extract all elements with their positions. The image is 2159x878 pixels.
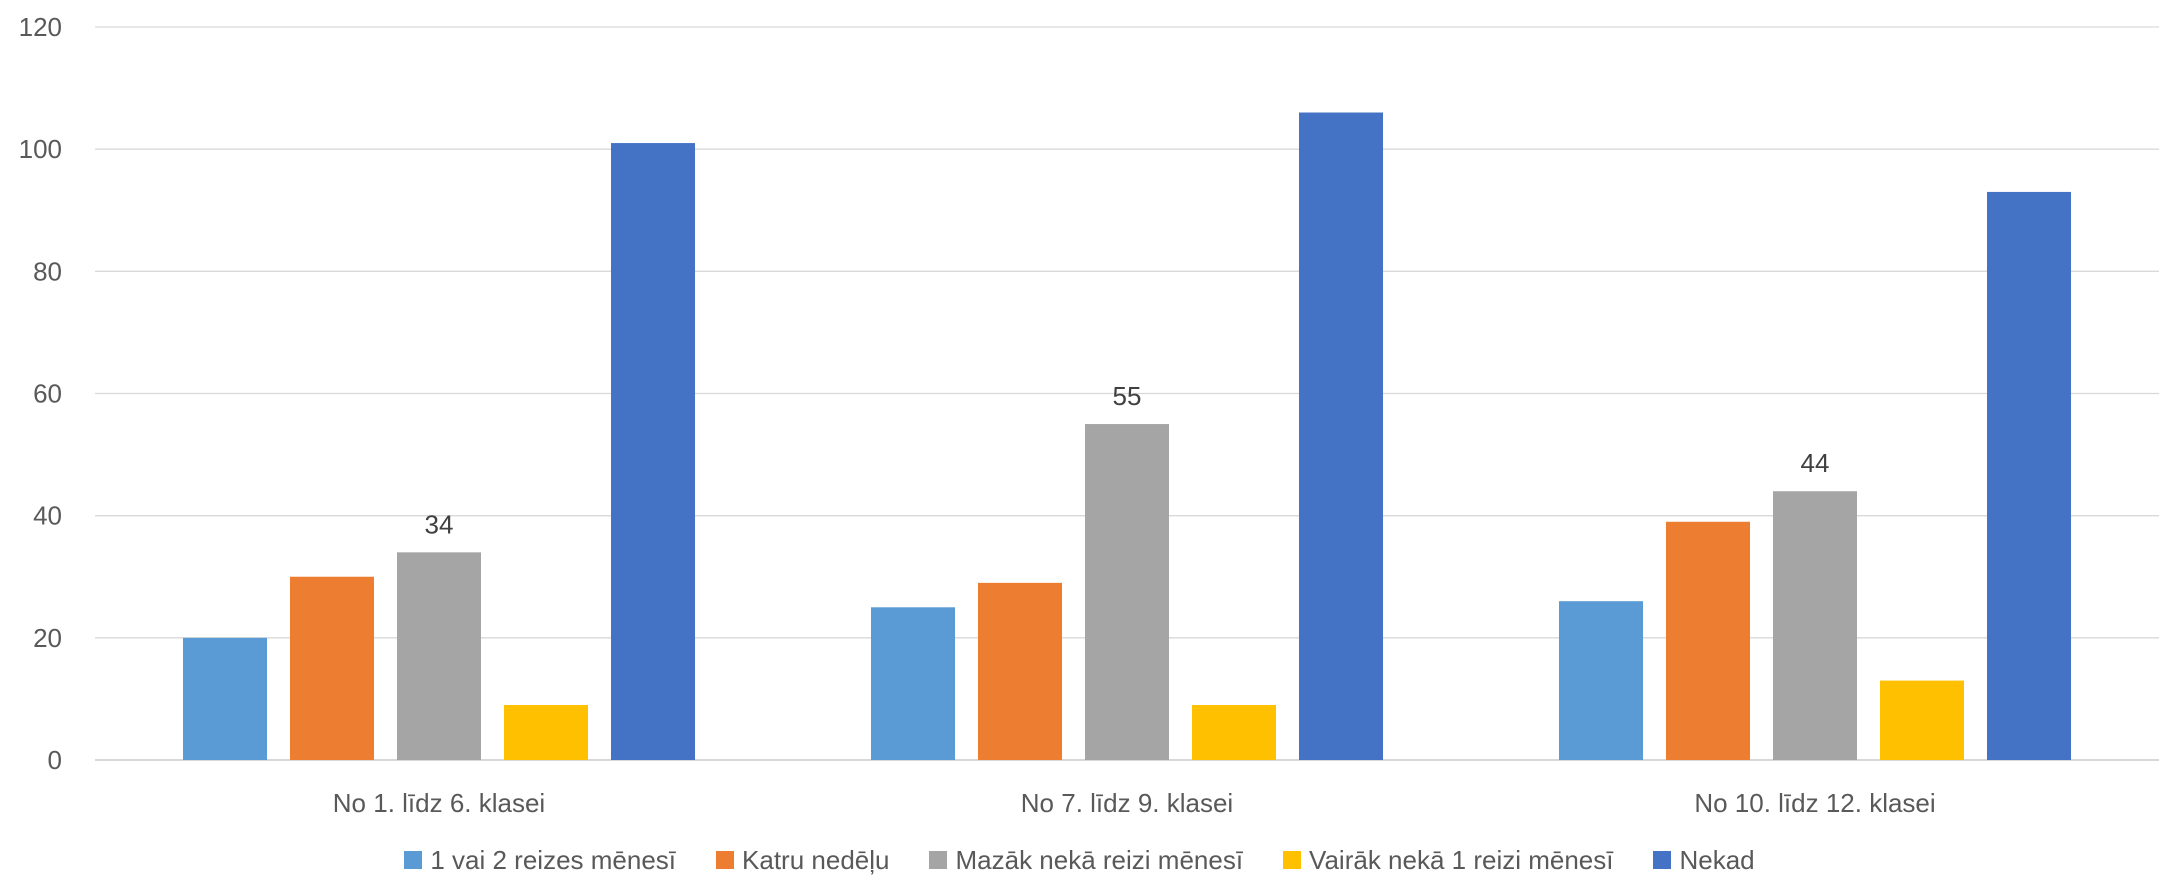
data-label: 55 [1113, 381, 1142, 411]
bar [290, 576, 374, 760]
data-labels: 34 55 44 [425, 381, 1830, 539]
bar-chart: 0 20 40 60 80 100 120 34 55 44 No 1. līdz 6. kla… [19, 12, 2159, 818]
y-tick-label: 0 [48, 745, 62, 775]
y-tick-label: 120 [19, 12, 62, 42]
data-label: 34 [425, 509, 454, 539]
bar [183, 637, 267, 760]
bar [1666, 521, 1750, 760]
y-tick-label: 60 [33, 379, 62, 409]
legend-item: Katru nedēļu [716, 845, 889, 876]
bar [871, 607, 955, 760]
bar [504, 705, 588, 760]
legend-swatch [716, 851, 735, 869]
legend-swatch [929, 851, 948, 869]
y-tick-label: 20 [33, 623, 62, 653]
y-axis: 0 20 40 60 80 100 120 [19, 12, 62, 775]
legend-label: Katru nedēļu [742, 844, 890, 875]
legend-item: 1 vai 2 reizes mēnesī [404, 845, 676, 876]
x-category-label: No 1. līdz 6. klasei [333, 788, 545, 818]
y-tick-label: 40 [33, 501, 62, 531]
legend-swatch [404, 851, 423, 869]
legend: 1 vai 2 reizes mēnesī Katru nedēļu Mazāk n… [0, 845, 2159, 875]
bar [1773, 491, 1857, 760]
bar [397, 552, 481, 760]
legend-label: Vairāk nekā 1 reizi mēnesī [1309, 844, 1614, 875]
bar [611, 143, 695, 760]
x-category-label: No 7. līdz 9. klasei [1021, 788, 1233, 818]
legend-label: Nekad [1679, 844, 1755, 875]
bar [1192, 705, 1276, 760]
bar [1559, 601, 1643, 760]
data-label: 44 [1801, 448, 1830, 478]
bar [1085, 424, 1169, 760]
legend-label: Mazāk nekā reizi mēnesī [955, 844, 1244, 875]
x-category-label: No 10. līdz 12. klasei [1694, 788, 1935, 818]
legend-item: Vairāk nekā 1 reizi mēnesī [1283, 845, 1613, 876]
legend-label: 1 vai 2 reizes mēnesī [430, 844, 677, 875]
legend-item: Mazāk nekā reizi mēnesī [929, 845, 1243, 876]
bar [1299, 112, 1383, 761]
bars [183, 112, 2071, 761]
bar [1987, 191, 2071, 761]
y-tick-label: 100 [19, 134, 62, 164]
y-tick-label: 80 [33, 256, 62, 286]
bar [1880, 680, 1964, 760]
legend-item: Nekad [1653, 844, 1755, 876]
legend-swatch [1653, 851, 1672, 869]
x-axis: No 1. līdz 6. klasei No 7. līdz 9. klasei… [333, 788, 1936, 818]
legend-swatch [1283, 851, 1302, 869]
bar [978, 582, 1062, 760]
